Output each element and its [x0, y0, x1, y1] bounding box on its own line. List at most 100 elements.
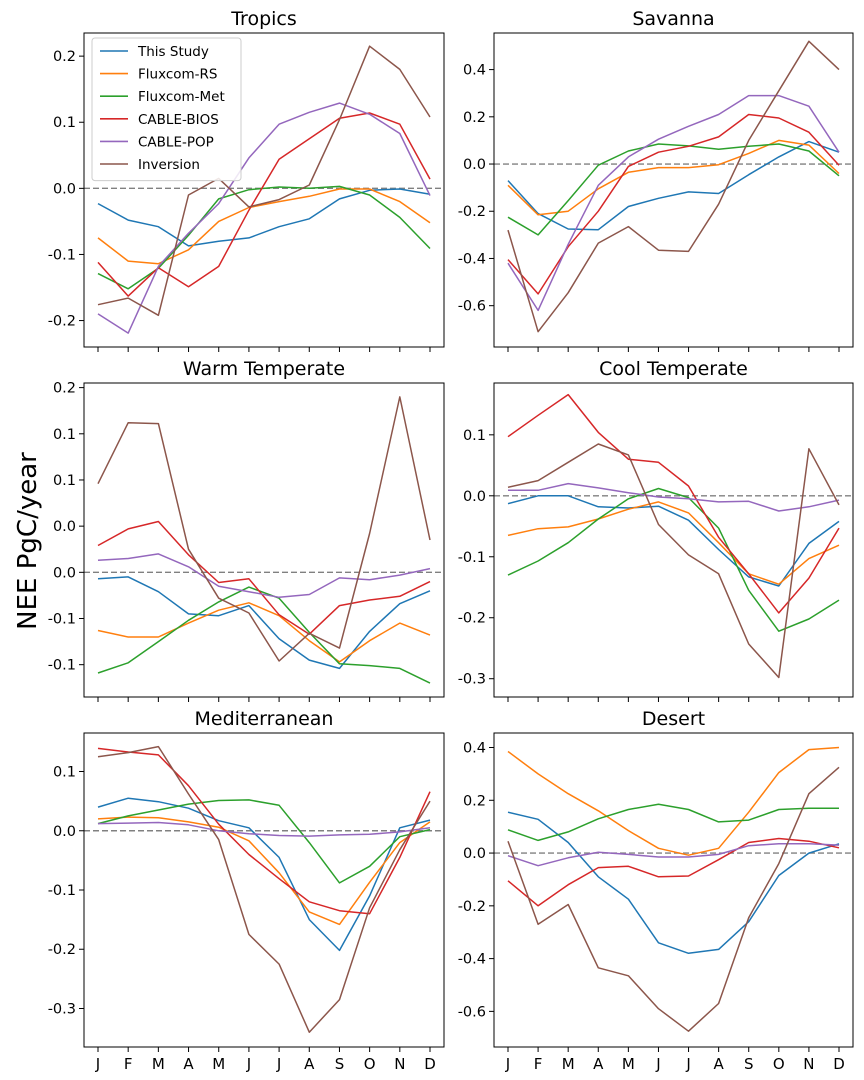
panel-title: Cool Temperate: [599, 358, 748, 380]
series-line-cable-pop: [97, 102, 431, 334]
series-line-fluxcom-rs: [507, 139, 840, 216]
series-line-cable-bios: [97, 747, 431, 915]
x-tick-label: J: [276, 1055, 281, 1073]
x-tick-label: F: [534, 1055, 543, 1073]
y-tick-label: 0.1: [53, 115, 76, 131]
y-tick-label: -0.2: [458, 899, 486, 915]
x-tick-label: J: [246, 1055, 251, 1073]
x-tick-label: M: [212, 1055, 225, 1073]
series-line-cable-pop: [508, 482, 840, 512]
series-line-fluxcom-met: [97, 185, 431, 290]
y-tick-label: -0.1: [458, 550, 486, 566]
panel-title: Tropics: [230, 8, 297, 30]
y-tick-label: 0.4: [463, 741, 486, 757]
y-tick-label: 0.1: [53, 473, 76, 489]
x-tick-label: M: [622, 1055, 635, 1073]
panel-tropics: Tropics -0.2 -0.1 0.0 0.1 0.2 This Study Fluxco…: [48, 8, 445, 352]
y-tick-label: 0.0: [463, 157, 486, 173]
y-tick-label: 0.1: [463, 428, 486, 444]
x-tick-label: S: [744, 1055, 754, 1073]
x-tick-label: N: [394, 1055, 405, 1073]
series-line-this-study: [97, 797, 431, 952]
panel-title: Savanna: [632, 8, 714, 30]
y-tick-label: -0.4: [458, 952, 486, 968]
panel-title: Desert: [642, 708, 705, 730]
y-tick-label: 0.2: [463, 110, 486, 126]
y-tick-label: -0.3: [48, 1001, 76, 1017]
y-tick-label: -0.6: [458, 1004, 486, 1020]
plot-frame: [493, 732, 854, 1048]
series-line-inversion: [507, 40, 840, 333]
series-line-inversion: [97, 396, 431, 662]
y-tick-label: 0.0: [463, 489, 486, 505]
legend: This Study Fluxcom-RS Fluxcom-Met CABLE-BIO…: [91, 37, 242, 182]
legend-label-fluxcom-met: Fluxcom-Met: [138, 89, 225, 105]
series-line-inversion: [97, 45, 431, 317]
legend-box: [91, 37, 242, 182]
series-line-cable-bios: [507, 837, 840, 907]
series-line-cable-bios: [97, 112, 431, 297]
legend-label-fluxcom-rs: Fluxcom-RS: [138, 67, 217, 83]
legend-label-inversion: Inversion: [138, 157, 200, 173]
series-line-this-study: [97, 188, 431, 247]
y-tick-label: -0.1: [48, 247, 76, 263]
x-tick-label: M: [152, 1055, 165, 1073]
panel-warm-temperate: Warm Temperate -0.1 -0.1 0.0 0.0 0.1 0.1 0.2: [48, 358, 445, 702]
x-tick-label: J: [655, 1055, 660, 1073]
plot-frame: [83, 382, 445, 698]
series-line-this-study: [97, 576, 431, 670]
y-tick-label: -0.6: [458, 299, 486, 315]
series-line-fluxcom-rs: [97, 816, 431, 926]
legend-label-cable-pop: CABLE-POP: [138, 134, 214, 150]
y-tick-label: 0.0: [53, 181, 76, 197]
y-tick-label: 0.2: [463, 793, 486, 809]
y-tick-label: 0.1: [53, 765, 76, 781]
series-line-fluxcom-met: [507, 803, 839, 842]
y-tick-label: -0.1: [48, 883, 76, 899]
series-line-cable-pop: [97, 553, 431, 599]
y-tick-label: -0.4: [458, 251, 486, 267]
panel-cool-temperate: Cool Temperate -0.3 -0.2 -0.1 0.0 0.1: [458, 358, 854, 702]
y-tick-label: 0.2: [53, 49, 76, 65]
series-line-fluxcom-rs: [97, 188, 431, 265]
panel-title: Warm Temperate: [183, 358, 345, 380]
series-line-fluxcom-rs: [97, 602, 431, 663]
x-tick-label: N: [803, 1055, 814, 1073]
y-tick-label: 0.0: [53, 824, 76, 840]
series-line-this-study: [507, 140, 840, 231]
series-line-cable-bios: [97, 520, 431, 635]
series-line-this-study: [507, 495, 840, 587]
panel-mediterranean: Mediterranean-0.3-0.2-0.10.00.1J F M A M J J A S…: [48, 708, 445, 1073]
x-tick-label: M: [562, 1055, 575, 1073]
panels: Tropics -0.2 -0.1 0.0 0.1 0.2 This Study Fluxco…: [48, 8, 854, 1073]
y-tick-label: -0.1: [48, 612, 76, 628]
series-line-cable-pop: [97, 821, 431, 837]
series-line-fluxcom-rs: [507, 746, 840, 856]
legend-label-cable-bios: CABLE-BIOS: [138, 112, 219, 128]
series-line-fluxcom-met: [507, 487, 840, 632]
figure-ylabel: NEE PgC/year: [13, 452, 43, 630]
series-line-inversion: [507, 766, 840, 1032]
x-tick-label: A: [183, 1055, 194, 1073]
x-tick-label: J: [505, 1055, 510, 1073]
series-line-cable-pop: [507, 843, 840, 867]
y-tick-label: 0.1: [53, 427, 76, 443]
y-tick-label: -0.2: [48, 942, 76, 958]
series-line-fluxcom-met: [507, 143, 840, 236]
series-line-this-study: [507, 811, 840, 955]
x-tick-label: A: [593, 1055, 604, 1073]
x-tick-label: F: [124, 1055, 133, 1073]
plot-frame: [493, 32, 854, 348]
y-tick-label: -0.2: [458, 204, 486, 220]
y-tick-label: -0.3: [458, 672, 486, 688]
y-tick-label: -0.2: [48, 314, 76, 330]
legend-label-this-study: This Study: [137, 44, 209, 60]
x-tick-label: A: [714, 1055, 725, 1073]
plot-frame: [83, 32, 445, 348]
x-tick-label: A: [304, 1055, 315, 1073]
panel-savanna: Savanna -0.6 -0.4 -0.2 0.0 0.2 0.4: [458, 8, 854, 352]
y-tick-label: 0.2: [53, 381, 76, 397]
series-line-inversion: [507, 443, 840, 679]
x-tick-label: O: [773, 1055, 785, 1073]
